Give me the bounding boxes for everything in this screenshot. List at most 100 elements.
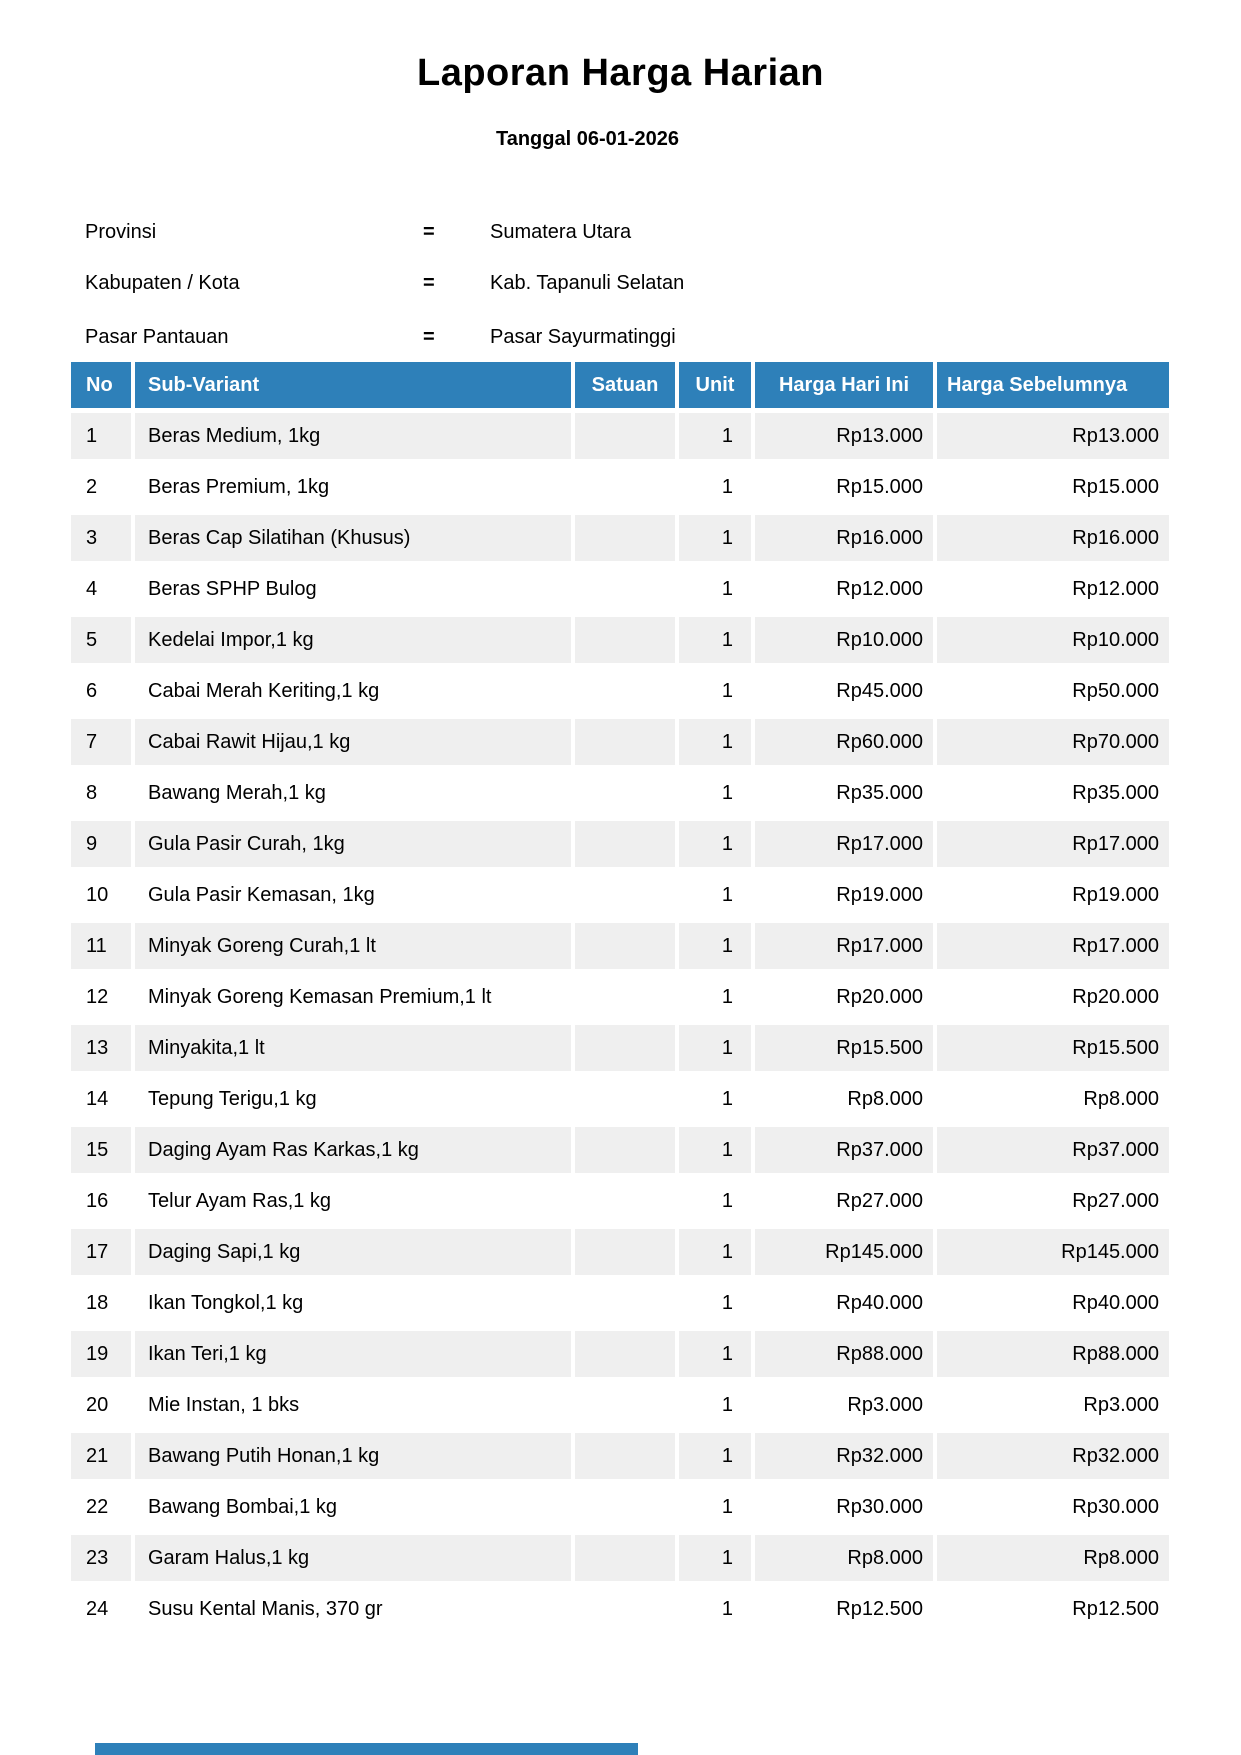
cell-sub-variant: Telur Ayam Ras,1 kg [148,1189,332,1212]
cell-harga-sebelumnya: Rp145.000 [937,1229,1169,1275]
cell-harga-hari-ini: Rp88.000 [755,1331,933,1377]
cell-unit: 1 [679,617,751,663]
cell-no: 8 [86,781,98,804]
cell-harga-hari-ini: Rp17.000 [755,923,933,969]
cell-sub-variant: Kedelai Impor,1 kg [135,617,571,663]
cell-no: 3 [71,515,131,561]
cell-satuan [575,566,675,612]
cell-no: 6 [86,679,98,702]
cell-sub-variant: Ikan Tongkol,1 kg [148,1291,304,1314]
cell-satuan [575,1025,675,1071]
cell-satuan [575,974,675,1020]
cell-harga-hari-ini: Rp27.000 [836,1189,923,1212]
cell-harga-hari-ini: Rp10.000 [755,617,933,663]
cell-harga-hari-ini: Rp17.000 [755,821,933,867]
cell-no: 2 [86,475,98,498]
info-value-kabupaten-kota: Kab. Tapanuli Selatan [490,272,685,294]
col-header-satuan: Satuan [575,362,675,408]
info-label-provinsi: Provinsi [85,221,157,243]
cell-sub-variant: Cabai Rawit Hijau,1 kg [135,719,571,765]
cell-harga-sebelumnya: Rp70.000 [937,719,1169,765]
cell-no: 17 [71,1229,131,1275]
info-line-provinsi: Provinsi = Sumatera Utara [0,220,1241,244]
col-header-sub-variant: Sub-Variant [135,362,571,408]
cell-satuan [575,770,675,816]
cell-satuan [575,1535,675,1581]
cell-satuan [575,1127,675,1173]
info-value-provinsi: Sumatera Utara [490,221,632,243]
cell-harga-sebelumnya: Rp17.000 [937,821,1169,867]
cell-harga-hari-ini: Rp8.000 [847,1087,923,1110]
cell-unit: 1 [679,515,751,561]
cell-unit: 1 [679,1229,751,1275]
cell-sub-variant: Beras SPHP Bulog [148,577,317,600]
cell-unit: 1 [721,883,733,906]
cell-satuan [575,1076,675,1122]
cell-sub-variant: Mie Instan, 1 bks [148,1393,300,1416]
cell-harga-sebelumnya: Rp35.000 [1072,781,1159,804]
price-table: No Sub-Variant Satuan Unit Harga Hari In… [71,362,1169,1632]
equals-sign: = [423,221,435,243]
report-title: Laporan Harga Harian [417,52,824,94]
cell-harga-hari-ini: Rp15.000 [836,475,923,498]
equals-sign: = [423,326,435,348]
cell-sub-variant: Bawang Bombai,1 kg [148,1495,338,1518]
cell-harga-hari-ini: Rp15.500 [755,1025,933,1071]
cell-harga-hari-ini: Rp35.000 [836,781,923,804]
cell-unit: 1 [721,679,733,702]
cell-harga-sebelumnya: Rp8.000 [1083,1087,1159,1110]
cell-no: 15 [71,1127,131,1173]
cell-sub-variant: Beras Premium, 1kg [148,475,330,498]
info-line-kabupaten-kota: Kabupaten / Kota = Kab. Tapanuli Selatan [0,271,1241,295]
cell-satuan [575,617,675,663]
cell-satuan [575,1382,675,1428]
cell-unit: 1 [721,1393,733,1416]
cell-harga-hari-ini: Rp20.000 [836,985,923,1008]
cell-harga-sebelumnya: Rp12.500 [1072,1597,1159,1620]
cell-sub-variant: Gula Pasir Kemasan, 1kg [148,883,375,906]
cell-unit: 1 [721,1291,733,1314]
cell-harga-hari-ini: Rp12.500 [836,1597,923,1620]
cell-sub-variant: Bawang Merah,1 kg [148,781,326,804]
cell-harga-hari-ini: Rp145.000 [755,1229,933,1275]
cell-sub-variant: Daging Ayam Ras Karkas,1 kg [135,1127,571,1173]
cell-unit: 1 [721,1189,733,1212]
cell-harga-hari-ini: Rp45.000 [836,679,923,702]
cell-unit: 1 [679,821,751,867]
cell-unit: 1 [721,577,733,600]
cell-unit: 1 [679,1025,751,1071]
cell-unit: 1 [679,1535,751,1581]
cell-sub-variant: Daging Sapi,1 kg [135,1229,571,1275]
cell-no: 22 [86,1495,109,1518]
cell-unit: 1 [721,1495,733,1518]
cell-satuan [575,668,675,714]
cell-unit: 1 [721,1087,733,1110]
cell-satuan [575,1331,675,1377]
cell-no: 21 [71,1433,131,1479]
cell-harga-sebelumnya: Rp32.000 [937,1433,1169,1479]
col-header-harga-sebelumnya: Harga Sebelumnya [937,362,1169,408]
cell-sub-variant: Ikan Teri,1 kg [135,1331,571,1377]
cell-harga-sebelumnya: Rp8.000 [937,1535,1169,1581]
info-value-pasar-pantauan: Pasar Sayurmatinggi [490,326,676,348]
cell-harga-hari-ini: Rp32.000 [755,1433,933,1479]
cell-unit: 1 [679,923,751,969]
cell-no: 5 [71,617,131,663]
cell-sub-variant: Susu Kental Manis, 370 gr [148,1597,383,1620]
cell-no: 16 [86,1189,109,1212]
cell-sub-variant: Beras Medium, 1kg [135,413,571,459]
cell-satuan [575,719,675,765]
cell-satuan [575,413,675,459]
cell-sub-variant: Minyak Goreng Kemasan Premium,1 lt [148,985,492,1008]
cell-satuan [575,464,675,510]
cell-sub-variant: Minyak Goreng Curah,1 lt [135,923,571,969]
cell-harga-sebelumnya: Rp37.000 [937,1127,1169,1173]
cell-unit: 1 [679,719,751,765]
cell-sub-variant: Bawang Putih Honan,1 kg [135,1433,571,1479]
cell-satuan [575,1484,675,1530]
cell-harga-hari-ini: Rp13.000 [755,413,933,459]
cell-no: 24 [86,1597,109,1620]
cell-harga-sebelumnya: Rp20.000 [1072,985,1159,1008]
col-header-unit: Unit [679,362,751,408]
